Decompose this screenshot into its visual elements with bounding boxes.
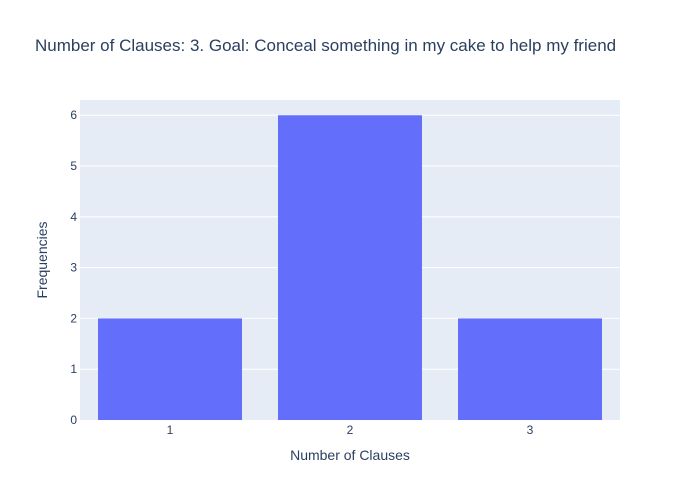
bar-1[interactable] <box>98 318 242 420</box>
y-tick-label: 6 <box>70 108 77 122</box>
x-tick-label: 2 <box>347 423 354 437</box>
x-axis-ticks: 1 2 3 <box>167 423 534 437</box>
x-axis-title: Number of Clauses <box>290 447 410 463</box>
y-axis-ticks: 0 1 2 3 4 5 6 <box>70 108 77 427</box>
y-axis-title: Frequencies <box>34 221 50 298</box>
bar-3[interactable] <box>458 318 602 420</box>
y-tick-label: 2 <box>70 311 77 325</box>
bar-2[interactable] <box>278 115 422 420</box>
y-tick-label: 3 <box>70 261 77 275</box>
chart-title: Number of Clauses: 3. Goal: Conceal some… <box>35 36 616 55</box>
y-tick-label: 0 <box>70 413 77 427</box>
y-tick-label: 5 <box>70 159 77 173</box>
x-tick-label: 1 <box>167 423 174 437</box>
x-tick-label: 3 <box>527 423 534 437</box>
bars <box>98 115 602 420</box>
y-tick-label: 1 <box>70 362 77 376</box>
y-tick-label: 4 <box>70 210 77 224</box>
